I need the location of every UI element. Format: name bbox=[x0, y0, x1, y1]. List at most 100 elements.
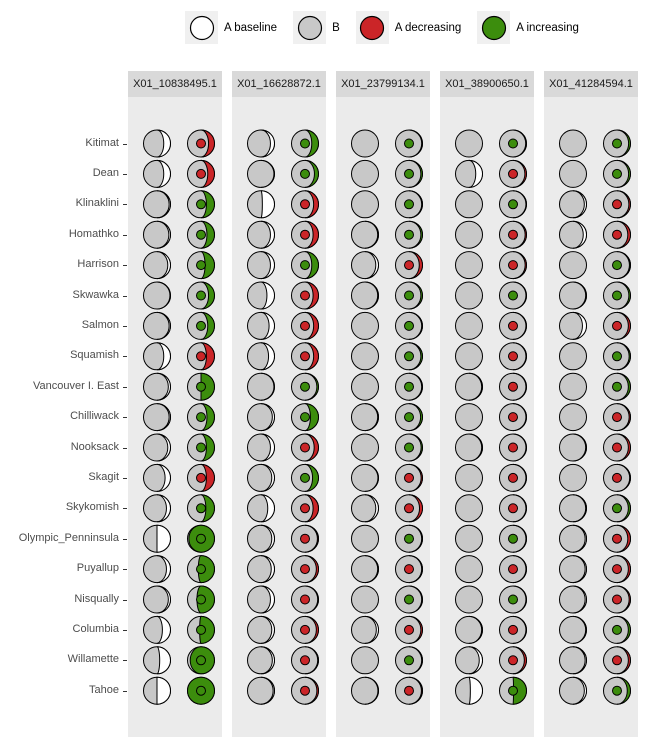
baseline-moon-glyph bbox=[351, 220, 379, 249]
direction-dot bbox=[404, 533, 414, 544]
direction-dot bbox=[404, 655, 414, 666]
baseline-moon-glyph bbox=[247, 615, 275, 644]
change-moon-glyph bbox=[499, 220, 527, 249]
direction-dot bbox=[508, 564, 518, 575]
direction-dot bbox=[300, 381, 310, 392]
direction-dot bbox=[300, 533, 310, 544]
row-label: Nooksack bbox=[70, 440, 119, 453]
axis-tick bbox=[123, 447, 127, 449]
baseline-moon-glyph bbox=[351, 433, 379, 462]
direction-dot bbox=[404, 229, 414, 240]
change-moon-glyph bbox=[499, 342, 527, 371]
direction-dot bbox=[508, 594, 518, 605]
change-moon-glyph bbox=[499, 676, 527, 705]
direction-dot bbox=[508, 503, 518, 514]
axis-tick bbox=[123, 660, 127, 662]
baseline-moon-glyph bbox=[455, 494, 483, 523]
change-moon-glyph bbox=[187, 311, 215, 340]
change-moon-glyph bbox=[395, 615, 423, 644]
row-label: Willamette bbox=[67, 653, 119, 666]
change-moon-glyph bbox=[499, 646, 527, 675]
change-moon-glyph bbox=[187, 342, 215, 371]
axis-tick bbox=[123, 143, 127, 145]
baseline-moon-glyph bbox=[143, 220, 171, 249]
direction-dot bbox=[508, 351, 518, 362]
direction-dot bbox=[300, 624, 310, 635]
change-moon-glyph bbox=[499, 251, 527, 280]
baseline-moon-glyph bbox=[455, 190, 483, 219]
direction-dot bbox=[612, 138, 622, 149]
direction-dot bbox=[404, 503, 414, 514]
direction-dot bbox=[196, 685, 206, 696]
change-moon-glyph bbox=[499, 463, 527, 492]
baseline-moon-glyph bbox=[143, 615, 171, 644]
baseline-moon-glyph bbox=[247, 311, 275, 340]
direction-dot bbox=[612, 260, 622, 271]
change-moon-glyph bbox=[603, 403, 631, 432]
axis-tick bbox=[123, 204, 127, 206]
direction-dot bbox=[300, 472, 310, 483]
direction-dot bbox=[508, 472, 518, 483]
direction-dot bbox=[612, 533, 622, 544]
direction-dot bbox=[196, 290, 206, 301]
baseline-moon-glyph bbox=[247, 190, 275, 219]
baseline-moon-glyph bbox=[351, 342, 379, 371]
change-moon-glyph bbox=[499, 311, 527, 340]
row-label: Skagit bbox=[88, 470, 119, 483]
change-moon-glyph bbox=[187, 372, 215, 401]
change-moon-glyph bbox=[603, 342, 631, 371]
change-moon-glyph bbox=[395, 190, 423, 219]
baseline-moon-glyph bbox=[559, 281, 587, 310]
facet-strip: X01_16628872.1 bbox=[232, 71, 326, 97]
direction-dot bbox=[508, 685, 518, 696]
direction-dot bbox=[404, 685, 414, 696]
row-label: Chilliwack bbox=[70, 410, 119, 423]
facet-strip-label: X01_23799134.1 bbox=[341, 78, 425, 90]
legend-item: A baseline bbox=[185, 11, 277, 44]
direction-dot bbox=[300, 260, 310, 271]
baseline-moon-glyph bbox=[455, 403, 483, 432]
baseline-moon-glyph bbox=[247, 585, 275, 614]
baseline-moon-glyph bbox=[455, 372, 483, 401]
direction-dot bbox=[404, 412, 414, 423]
change-moon-glyph bbox=[603, 555, 631, 584]
direction-dot bbox=[196, 320, 206, 331]
legend-key bbox=[293, 11, 327, 44]
direction-dot bbox=[404, 442, 414, 453]
change-moon-glyph bbox=[499, 129, 527, 158]
change-moon-glyph bbox=[187, 555, 215, 584]
axis-tick bbox=[123, 295, 127, 297]
change-moon-glyph bbox=[395, 676, 423, 705]
change-moon-glyph bbox=[499, 615, 527, 644]
baseline-moon-glyph bbox=[351, 129, 379, 158]
direction-dot bbox=[612, 442, 622, 453]
direction-dot bbox=[612, 655, 622, 666]
direction-dot bbox=[612, 351, 622, 362]
legend-label: A increasing bbox=[516, 21, 579, 34]
facet-strip-label: X01_10838495.1 bbox=[133, 78, 217, 90]
row-label: Olympic_Penninsula bbox=[18, 531, 119, 544]
direction-dot bbox=[612, 412, 622, 423]
baseline-moon-glyph bbox=[143, 676, 171, 705]
legend-key bbox=[185, 11, 218, 44]
baseline-moon-glyph bbox=[455, 585, 483, 614]
baseline-moon-glyph bbox=[559, 494, 587, 523]
change-moon-glyph bbox=[603, 281, 631, 310]
change-moon-glyph bbox=[291, 190, 319, 219]
legend-swatch-circle-icon bbox=[189, 15, 214, 40]
baseline-moon-glyph bbox=[351, 311, 379, 340]
change-moon-glyph bbox=[291, 676, 319, 705]
change-moon-glyph bbox=[395, 342, 423, 371]
change-moon-glyph bbox=[603, 524, 631, 553]
direction-dot bbox=[508, 229, 518, 240]
row-label: Vancouver I. East bbox=[32, 379, 119, 392]
direction-dot bbox=[196, 503, 206, 514]
direction-dot bbox=[508, 320, 518, 331]
axis-tick bbox=[123, 508, 127, 510]
direction-dot bbox=[612, 381, 622, 392]
legend-key bbox=[477, 11, 511, 44]
baseline-moon-glyph bbox=[559, 342, 587, 371]
direction-dot bbox=[196, 594, 206, 605]
baseline-moon-glyph bbox=[143, 555, 171, 584]
